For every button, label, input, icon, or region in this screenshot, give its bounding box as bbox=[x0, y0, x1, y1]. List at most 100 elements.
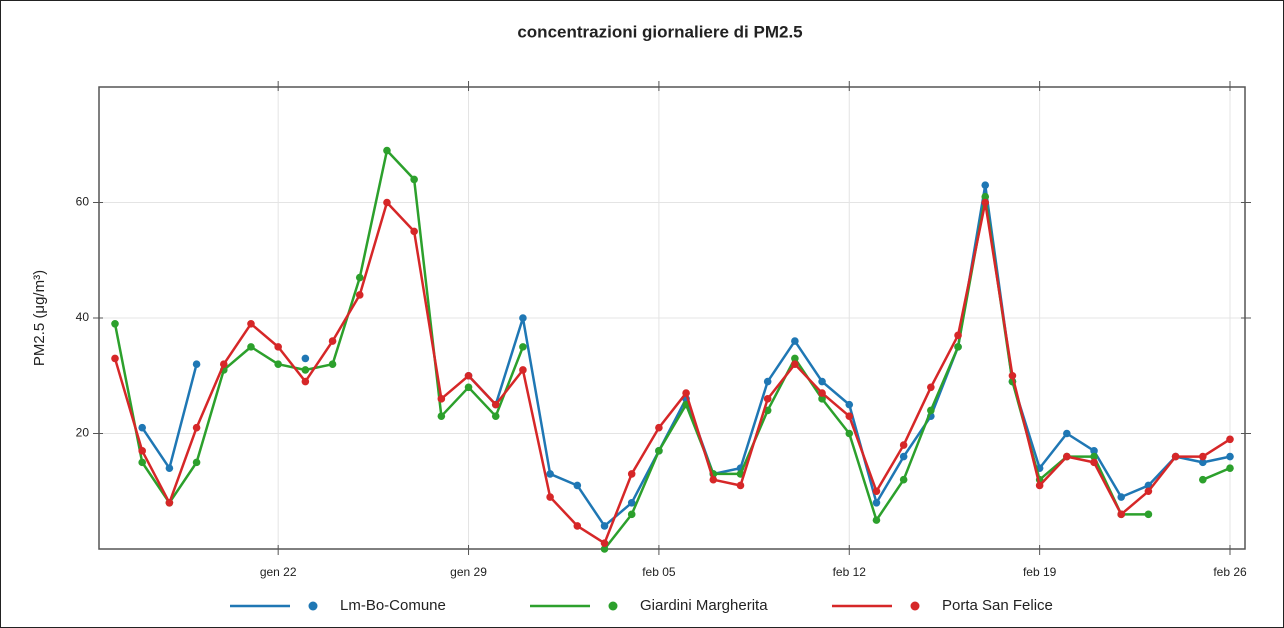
data-point bbox=[899, 441, 908, 449]
data-point bbox=[1008, 371, 1017, 380]
data-point bbox=[219, 360, 228, 369]
data-point bbox=[791, 337, 799, 345]
data-point bbox=[818, 395, 826, 403]
data-point bbox=[573, 522, 582, 530]
data-point bbox=[274, 360, 282, 369]
data-point bbox=[954, 331, 962, 340]
data-point bbox=[328, 337, 337, 345]
data-point bbox=[1063, 452, 1071, 461]
data-point bbox=[274, 343, 282, 351]
data-point bbox=[682, 389, 690, 397]
data-point bbox=[872, 487, 881, 496]
data-point bbox=[791, 354, 799, 363]
data-point bbox=[1090, 452, 1098, 461]
data-point bbox=[247, 343, 255, 351]
data-point bbox=[872, 516, 881, 524]
legend-dot bbox=[308, 601, 318, 611]
data-point bbox=[627, 510, 636, 519]
data-point bbox=[437, 412, 446, 420]
chart-title: concentrazioni giornaliere di PM2.5 bbox=[517, 22, 802, 41]
data-point bbox=[301, 354, 310, 363]
legend-label: Lm-Bo-Comune bbox=[340, 597, 446, 614]
data-point bbox=[600, 522, 609, 530]
data-point bbox=[410, 175, 418, 184]
legend-label: Porta San Felice bbox=[942, 597, 1053, 614]
data-point bbox=[627, 499, 636, 507]
data-point bbox=[927, 383, 935, 392]
data-point bbox=[355, 273, 364, 282]
x-tick-label: feb 05 bbox=[642, 565, 676, 579]
legend-label: Giardini Margherita bbox=[640, 597, 768, 614]
data-point bbox=[328, 360, 337, 369]
data-point bbox=[383, 198, 391, 207]
data-point bbox=[1035, 481, 1044, 490]
data-point bbox=[981, 192, 990, 201]
x-tick-label: feb 12 bbox=[833, 565, 867, 579]
data-point bbox=[818, 389, 826, 397]
data-point bbox=[355, 291, 364, 299]
data-point bbox=[1199, 475, 1207, 484]
data-point bbox=[491, 400, 500, 409]
x-tick-label: gen 22 bbox=[260, 565, 297, 579]
data-point bbox=[1144, 510, 1153, 519]
data-point bbox=[1171, 452, 1180, 461]
data-point bbox=[600, 539, 609, 548]
data-point bbox=[165, 464, 174, 472]
data-point bbox=[410, 227, 418, 236]
data-point bbox=[519, 343, 527, 351]
data-point bbox=[519, 366, 527, 374]
data-point bbox=[138, 458, 146, 467]
series-line bbox=[113, 201, 1231, 545]
data-point bbox=[954, 343, 962, 351]
legend-dot bbox=[910, 601, 920, 611]
data-point bbox=[818, 377, 826, 386]
data-point bbox=[1063, 429, 1071, 438]
data-point bbox=[546, 470, 554, 478]
data-point bbox=[573, 481, 582, 490]
data-point bbox=[192, 458, 201, 467]
data-point bbox=[1199, 452, 1207, 461]
data-point bbox=[1117, 510, 1126, 519]
data-point bbox=[981, 198, 990, 207]
data-point bbox=[627, 470, 636, 478]
data-point bbox=[1226, 464, 1234, 472]
data-point bbox=[192, 423, 201, 432]
data-point bbox=[546, 493, 554, 501]
y-axis-label: PM2.5 (μg/m³) bbox=[31, 270, 48, 366]
data-point bbox=[464, 383, 473, 392]
y-tick-label: 40 bbox=[76, 310, 90, 324]
data-point bbox=[301, 366, 310, 374]
data-point bbox=[383, 146, 391, 155]
data-point bbox=[301, 377, 310, 386]
data-point bbox=[111, 354, 119, 363]
data-point bbox=[1144, 487, 1153, 496]
data-point bbox=[165, 499, 174, 507]
data-point bbox=[1117, 493, 1126, 501]
data-point bbox=[655, 423, 663, 432]
data-point bbox=[872, 499, 881, 507]
grid bbox=[99, 87, 1245, 549]
data-point bbox=[1090, 458, 1098, 467]
data-point bbox=[464, 371, 473, 380]
data-point bbox=[519, 314, 527, 322]
data-point bbox=[138, 423, 146, 432]
data-point bbox=[1226, 435, 1234, 444]
data-point bbox=[192, 360, 201, 369]
data-point bbox=[845, 400, 854, 409]
data-point bbox=[1090, 447, 1098, 455]
x-tick-label: feb 26 bbox=[1213, 565, 1247, 579]
x-tick-label: gen 29 bbox=[450, 565, 487, 579]
data-point bbox=[437, 395, 446, 403]
data-point bbox=[763, 377, 772, 386]
data-point bbox=[845, 412, 854, 420]
data-point bbox=[736, 481, 745, 490]
data-point bbox=[845, 429, 854, 438]
data-point bbox=[655, 447, 663, 455]
y-tick-label: 20 bbox=[76, 426, 90, 440]
data-point bbox=[138, 447, 146, 455]
data-point bbox=[491, 412, 500, 420]
legend-dot bbox=[608, 601, 618, 611]
x-tick-label: feb 19 bbox=[1023, 565, 1057, 579]
data-point bbox=[899, 452, 908, 461]
